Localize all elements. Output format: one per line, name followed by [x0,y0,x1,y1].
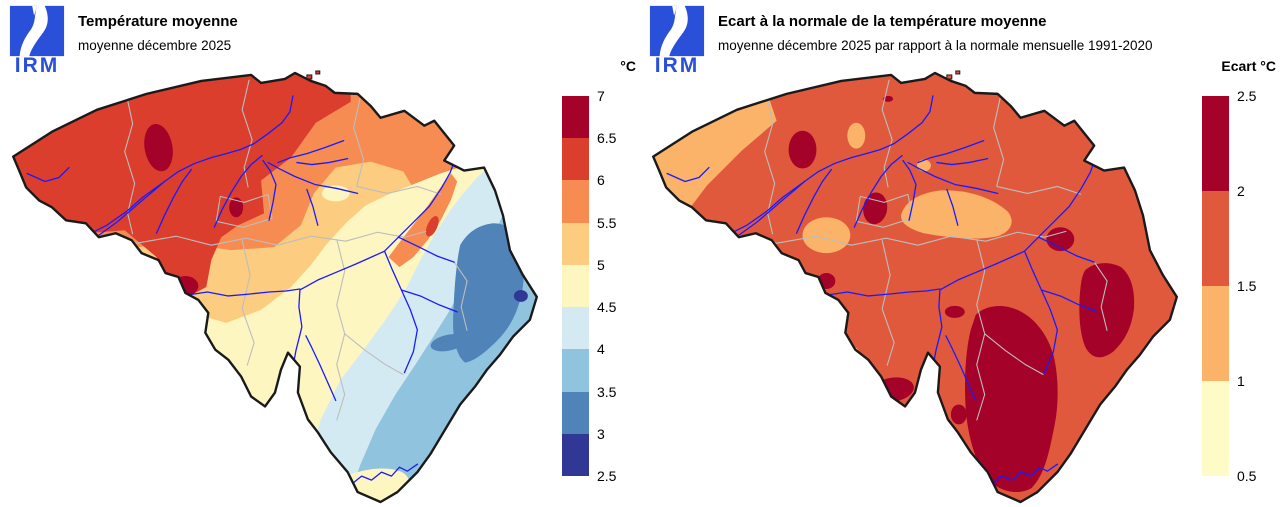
legend-title: °C [620,58,636,74]
legend-color-segment [562,264,589,308]
legend-label: 6.5 [597,130,617,147]
legend-color-segment [562,138,589,181]
legend-label: 3.5 [597,383,617,400]
panel-temperature: IRM Température moyenne moyenne décembre… [8,5,638,504]
legend-colorbar [562,96,589,476]
enclave-islet [955,70,961,75]
legend-label: 2.5 [597,468,617,484]
panel-anomaly: IRM Ecart à la normale de la température… [640,0,1280,507]
legend-color-segment [562,222,589,265]
belgium-map-temperature [12,70,539,504]
irm-logo: IRM [8,5,66,77]
legend-color-segment [562,96,589,139]
legend-anomaly: Ecart °C 2.5 2 1.5 1 0.5 [1192,58,1278,498]
enclave-islet [306,74,313,80]
legend-label: 5.5 [597,214,617,231]
legend-temperature: °C 7 6.5 6 5.5 5 4.5 4 3.5 3 2.5 [552,58,638,498]
legend-label: 4 [597,341,605,358]
irm-logo-mark [9,5,65,57]
irm-logo-text: IRM [14,54,60,77]
legend-color-segment [562,307,589,350]
irm-logo-mark [649,5,705,57]
legend-label: 2.5 [1237,88,1257,104]
legend-label: 6 [597,172,605,189]
legend-color-segment [1202,191,1229,286]
page-subtitle: moyenne décembre 2025 [78,38,232,53]
legend-label: 5 [597,256,605,273]
legend-color-segment [1202,96,1229,191]
legend-label: 1 [1237,373,1245,389]
legend-labels: 2.5 2 1.5 1 0.5 [1237,88,1277,484]
legend-label: 4.5 [597,299,617,316]
page-title: Ecart à la normale de la température moy… [718,13,1047,30]
legend-label: 3 [597,425,605,442]
legend-colorbar [1202,96,1229,476]
legend-label: 1.5 [1237,278,1257,294]
header-temperature: Température moyenne moyenne décembre 202… [78,13,618,53]
legend-color-segment [1202,286,1229,381]
legend-color-segment [562,349,589,392]
legend-color-segment [562,433,589,476]
page-title: Température moyenne [78,13,238,30]
temperature-bands [13,72,537,503]
legend-color-segment [562,391,589,434]
legend-labels: 7 6.5 6 5.5 5 4.5 4 3.5 3 2.5 [597,88,637,484]
legend-label: 0.5 [1237,468,1257,484]
header-anomaly: Ecart à la normale de la température moy… [718,13,1258,53]
enclave-islet [946,74,953,80]
irm-logo: IRM [648,5,706,77]
anomaly-bands [653,72,1177,503]
legend-color-segment [1202,381,1229,476]
enclave-islet [315,70,321,75]
belgium-map-anomaly [652,70,1179,504]
legend-label: 2 [1237,183,1245,199]
legend-title: Ecart °C [1221,58,1276,74]
legend-color-segment [562,180,589,223]
legend-label: 7 [597,88,605,104]
page-subtitle: moyenne décembre 2025 par rapport à la n… [718,38,1153,53]
irm-logo-text: IRM [654,54,700,77]
